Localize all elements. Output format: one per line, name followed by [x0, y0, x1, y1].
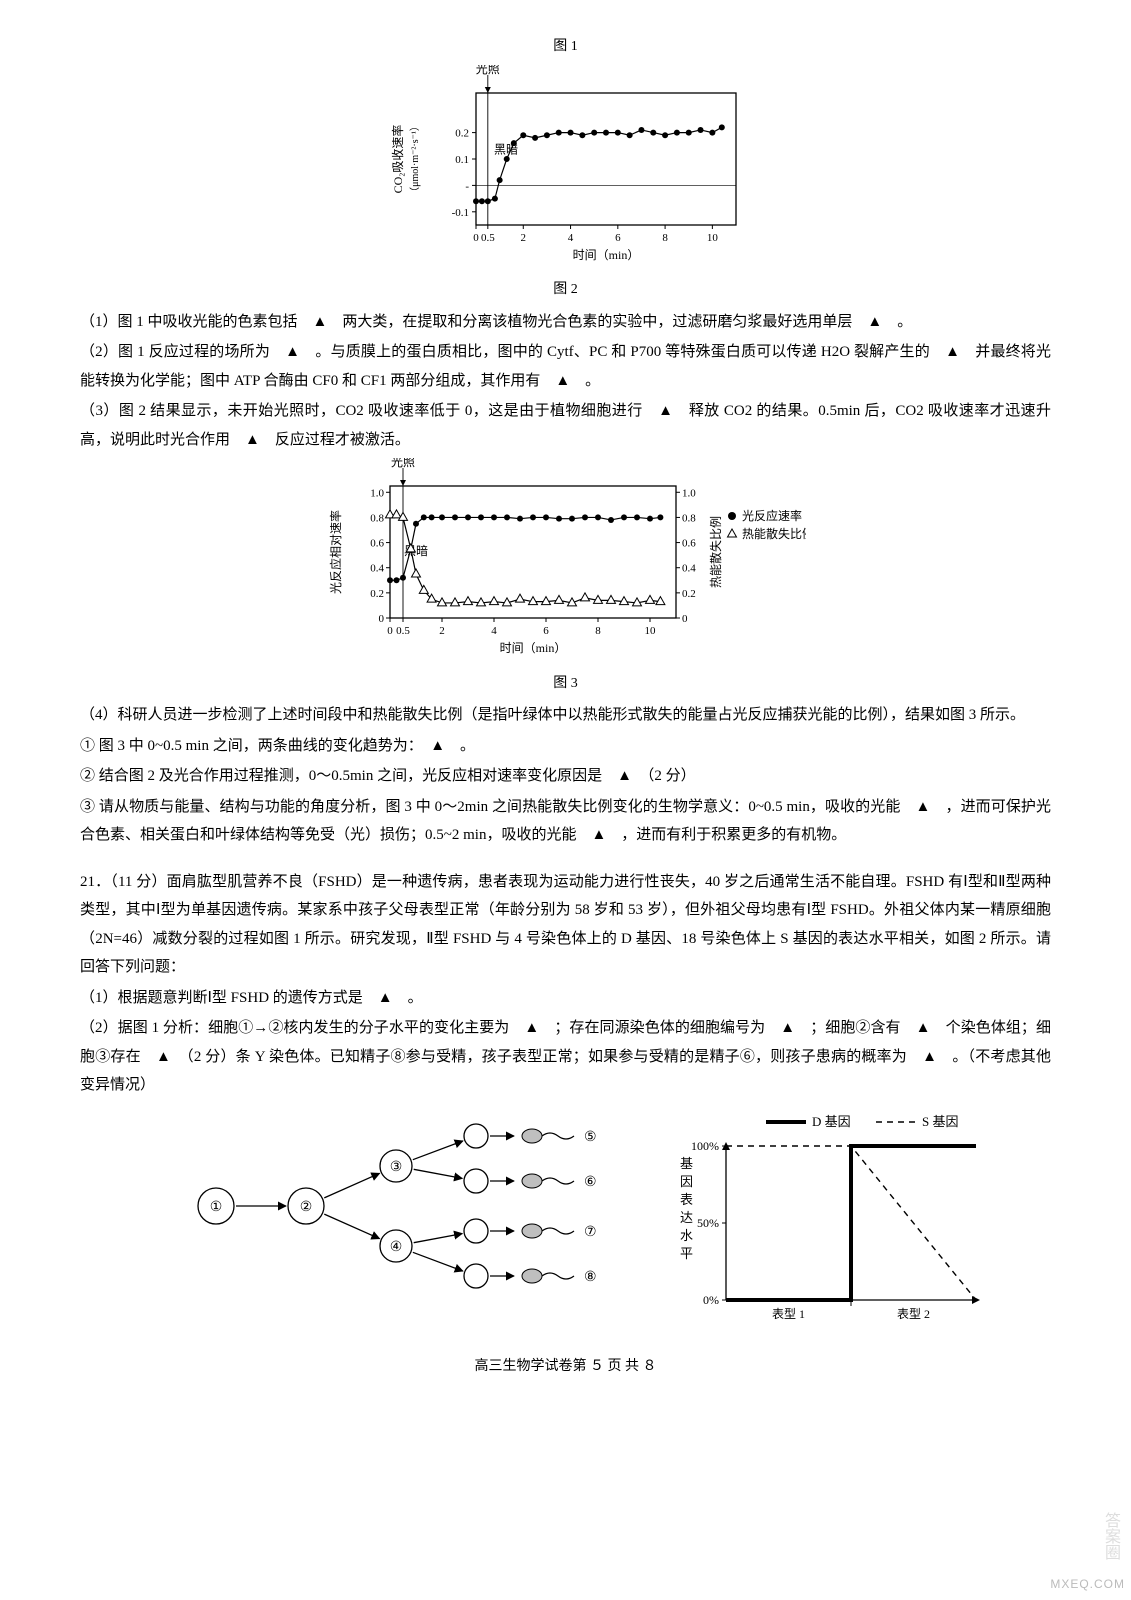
svg-text:0.6: 0.6: [370, 538, 384, 550]
svg-text:表型 2: 表型 2: [896, 1307, 929, 1321]
svg-text:热能散失比例: 热能散失比例: [708, 516, 723, 588]
svg-text:平: 平: [680, 1246, 693, 1261]
svg-text:②: ②: [299, 1200, 312, 1215]
q1-part2: （2）图 1 反应过程的场所为 ▲ 。与质膜上的蛋白质相比，图中的 Cytf、P…: [80, 338, 1051, 395]
svg-text:0%: 0%: [703, 1293, 719, 1307]
svg-text:⑤: ⑤: [584, 1130, 597, 1145]
svg-text:达: 达: [680, 1210, 693, 1225]
q1-part1: （1）图 1 中吸收光能的色素包括 ▲ 两大类，在提取和分离该植物光合色素的实验…: [80, 308, 1051, 337]
watermark-url: MXEQ.COM: [1050, 1573, 1125, 1596]
svg-text:④: ④: [389, 1240, 402, 1255]
svg-text:0: 0: [473, 232, 479, 244]
q1-part4-2: ② 结合图 2 及光合作用过程推测，0～0.5min 之间，光反应相对速率变化原…: [80, 762, 1051, 791]
svg-text:2: 2: [520, 232, 526, 244]
q21-lead: 21．（11 分）面肩肱型肌营养不良（FSHD）是一种遗传病，患者表现为运动能力…: [80, 868, 1051, 982]
svg-text:8: 8: [595, 625, 601, 637]
svg-text:⑦: ⑦: [584, 1225, 597, 1240]
chart2-container: -0.1-0.10.200.5246810光照黑暗CO₂吸收速率（μmol·m⁻…: [80, 65, 1051, 304]
svg-text:S 基因: S 基因: [922, 1114, 958, 1129]
svg-text:热能散失比例: 热能散失比例: [742, 526, 806, 541]
svg-text:光照: 光照: [475, 65, 499, 76]
svg-text:⑧: ⑧: [584, 1270, 597, 1285]
svg-text:0.2: 0.2: [370, 588, 384, 600]
svg-text:D 基因: D 基因: [812, 1114, 851, 1129]
watermark-vertical: 答案圈: [1095, 1512, 1125, 1560]
svg-text:0.8: 0.8: [370, 513, 384, 525]
chart3-container: 00.20.40.60.81.000.20.40.60.81.000.52468…: [80, 458, 1051, 697]
svg-text:时间（min）: 时间（min）: [499, 641, 566, 655]
svg-text:光反应相对速率: 光反应相对速率: [328, 510, 343, 594]
svg-text:6: 6: [543, 625, 549, 637]
fig1-caption: 图 1: [80, 34, 1051, 61]
svg-text:表: 表: [680, 1192, 693, 1207]
svg-text:1.0: 1.0: [370, 487, 384, 499]
meiosis-flowchart: ⑤ ⑥ ⑦ ⑧ ① ② ③ ④: [146, 1106, 606, 1306]
svg-text:0.5: 0.5: [480, 232, 494, 244]
svg-text:光照: 光照: [390, 458, 414, 469]
svg-text:0.4: 0.4: [370, 563, 384, 575]
svg-text:水: 水: [680, 1228, 693, 1243]
q21-part2: （2）据图 1 分析：细胞①→②核内发生的分子水平的变化主要为 ▲ ；存在同源染…: [80, 1014, 1051, 1100]
svg-text:0.4: 0.4: [682, 563, 696, 575]
expression-chart: 0% 50% 100% 表型 1 表型 2 基因表达水平 D 基因 S 基因: [666, 1106, 986, 1326]
svg-text:0.5: 0.5: [396, 625, 410, 637]
svg-text:0.6: 0.6: [682, 538, 696, 550]
chart3: 00.20.40.60.81.000.20.40.60.81.000.52468…: [326, 458, 806, 658]
svg-text:4: 4: [567, 232, 573, 244]
svg-text:①: ①: [209, 1200, 222, 1215]
svg-text:4: 4: [491, 625, 497, 637]
svg-text:6: 6: [615, 232, 621, 244]
svg-text:10: 10: [644, 625, 656, 637]
svg-text:因: 因: [680, 1174, 693, 1189]
svg-text:0: 0: [387, 625, 393, 637]
q1-part4-3: ③ 请从物质与能量、结构与功能的角度分析，图 3 中 0～2min 之间热能散失…: [80, 793, 1051, 850]
q1-part3: （3）图 2 结果显示，未开始光照时，CO2 吸收速率低于 0，这是由于植物细胞…: [80, 397, 1051, 454]
svg-text:（μmol·m⁻²·s⁻¹）: （μmol·m⁻²·s⁻¹）: [409, 121, 421, 197]
svg-text:0.8: 0.8: [682, 513, 696, 525]
svg-text:2: 2: [439, 625, 445, 637]
fig3-caption: 图 3: [80, 671, 1051, 698]
svg-text:100%: 100%: [691, 1139, 719, 1153]
svg-text:0: 0: [682, 613, 688, 625]
svg-text:-: -: [465, 180, 469, 192]
q21-part1: （1）根据题意判断Ⅰ型 FSHD 的遗传方式是 ▲ 。: [80, 984, 1051, 1013]
svg-text:-0.1: -0.1: [451, 206, 468, 218]
page-footer: 高三生物学试卷第 ５ 页 共 ８: [80, 1354, 1051, 1381]
svg-text:基: 基: [680, 1156, 693, 1171]
svg-text:10: 10: [706, 232, 718, 244]
chart2: -0.1-0.10.200.5246810光照黑暗CO₂吸收速率（μmol·m⁻…: [386, 65, 746, 265]
svg-text:CO₂吸收速率: CO₂吸收速率: [390, 124, 405, 193]
q1-part4-1: ① 图 3 中 0~0.5 min 之间，两条曲线的变化趋势为： ▲ 。: [80, 732, 1051, 761]
svg-text:0.1: 0.1: [455, 154, 469, 166]
svg-text:50%: 50%: [697, 1216, 719, 1230]
svg-text:⑥: ⑥: [584, 1175, 597, 1190]
svg-text:1.0: 1.0: [682, 487, 696, 499]
svg-text:0: 0: [378, 613, 384, 625]
svg-text:光反应速率: 光反应速率: [742, 508, 802, 523]
svg-text:8: 8: [662, 232, 668, 244]
svg-text:表型 1: 表型 1: [771, 1307, 804, 1321]
svg-text:0.2: 0.2: [682, 588, 696, 600]
q1-part4-lead: （4）科研人员进一步检测了上述时间段中和热能散失比例（是指叶绿体中以热能形式散失…: [80, 701, 1051, 730]
svg-text:③: ③: [389, 1160, 402, 1175]
svg-text:0.2: 0.2: [455, 127, 469, 139]
svg-text:时间（min）: 时间（min）: [572, 248, 639, 262]
fig2-caption: 图 2: [80, 277, 1051, 304]
